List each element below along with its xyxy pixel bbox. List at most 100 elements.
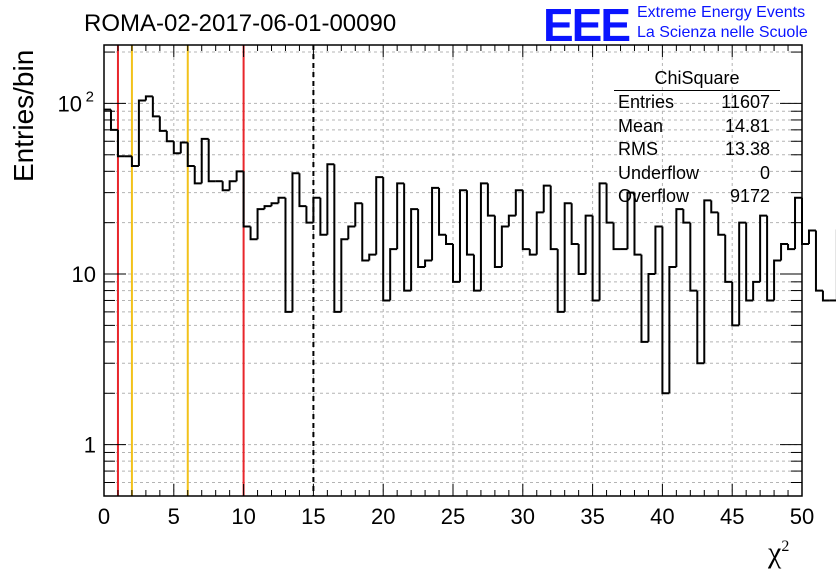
histogram-bin bbox=[207, 138, 216, 183]
stats-value: 14.81 bbox=[724, 115, 770, 136]
histogram-bin bbox=[479, 182, 488, 291]
x-tick-label: 50 bbox=[790, 504, 814, 529]
y-tick-label: 10 bbox=[58, 91, 82, 116]
x-tick-label: 40 bbox=[650, 504, 674, 529]
histogram-bin bbox=[465, 190, 474, 256]
histogram-bin bbox=[787, 243, 796, 251]
eee-logo: EEE bbox=[543, 0, 631, 51]
y-axis-label: Entries/bin bbox=[8, 49, 39, 182]
histogram-bin bbox=[193, 165, 202, 185]
histogram-bin bbox=[724, 234, 733, 283]
histogram-bin bbox=[780, 242, 789, 261]
histogram-bin bbox=[507, 214, 516, 227]
histogram-bin bbox=[633, 192, 642, 256]
logo-line-2: La Scienza nelle Scuole bbox=[637, 24, 808, 41]
stats-row-rms: RMS 13.38 bbox=[610, 138, 780, 162]
histogram-bin bbox=[647, 273, 656, 342]
histogram-bin bbox=[137, 99, 146, 166]
histogram-bin bbox=[200, 137, 209, 184]
stats-value: 11607 bbox=[721, 92, 770, 112]
stats-label: Mean bbox=[618, 115, 664, 136]
histogram-bin bbox=[752, 280, 761, 301]
histogram-bin bbox=[605, 183, 614, 224]
x-tick-label: 10 bbox=[231, 504, 255, 529]
histogram-bin bbox=[472, 254, 481, 292]
histogram-bin bbox=[277, 196, 286, 204]
x-tick-label: 25 bbox=[441, 504, 465, 529]
histogram-bin bbox=[556, 249, 565, 313]
histogram-bin bbox=[305, 206, 314, 224]
stats-value: 9172 bbox=[729, 186, 770, 206]
stats-row-overflow: Overflow 9172 bbox=[610, 185, 780, 209]
histogram-bin bbox=[186, 142, 195, 167]
x-tick-label: 30 bbox=[511, 504, 535, 529]
histogram-bin bbox=[130, 156, 139, 167]
histogram-bin bbox=[570, 203, 579, 245]
histogram-bin bbox=[361, 203, 370, 262]
histogram-bin bbox=[759, 214, 768, 282]
histogram-bin bbox=[514, 189, 523, 216]
histogram-bin bbox=[452, 243, 460, 283]
stats-label: Overflow bbox=[618, 186, 690, 206]
x-axis-label: χ2 bbox=[768, 536, 790, 569]
histogram-bin bbox=[794, 196, 802, 250]
histogram-bin bbox=[675, 208, 684, 267]
histogram-bin bbox=[445, 234, 453, 245]
histogram-bin bbox=[424, 259, 433, 267]
histogram-bin bbox=[549, 185, 558, 251]
x-tick-label: 45 bbox=[720, 504, 744, 529]
stats-row-entries: Entries 11607 bbox=[610, 91, 780, 115]
histogram-bin bbox=[542, 184, 551, 213]
histogram-bin bbox=[291, 172, 300, 312]
histogram-bin bbox=[731, 281, 740, 327]
histogram-bin bbox=[528, 249, 537, 256]
histogram-bin bbox=[158, 116, 167, 132]
histogram-bin bbox=[814, 230, 823, 292]
histogram-bin bbox=[682, 209, 691, 224]
x-tick-label: 5 bbox=[168, 504, 180, 529]
histogram-bin bbox=[500, 225, 509, 267]
logo-line-1: Extreme Energy Events bbox=[637, 4, 806, 21]
histogram-bin bbox=[458, 189, 467, 282]
histogram-bin bbox=[654, 225, 663, 275]
histogram-bin bbox=[151, 96, 160, 118]
histogram-bin bbox=[668, 265, 677, 394]
histogram-bin bbox=[354, 202, 363, 227]
histogram-bin bbox=[626, 191, 635, 250]
histogram-bin bbox=[298, 173, 307, 208]
histogram-bin bbox=[801, 197, 809, 245]
histogram-bin bbox=[270, 202, 279, 207]
histogram-bin bbox=[493, 215, 502, 268]
histogram-bin bbox=[535, 211, 544, 255]
histogram-bin bbox=[703, 199, 712, 364]
histogram-bin bbox=[438, 187, 447, 236]
histogram-bin bbox=[116, 129, 125, 158]
histogram-bin bbox=[389, 248, 398, 301]
histogram-bin bbox=[172, 141, 181, 155]
y-tick-exponent: 2 bbox=[86, 88, 94, 105]
histogram-bin bbox=[319, 197, 328, 236]
histogram-bin bbox=[710, 200, 719, 214]
plot-title: ROMA-02-2017-06-01-00090 bbox=[84, 10, 397, 37]
histogram-bin bbox=[431, 186, 440, 261]
histogram-bin bbox=[375, 176, 384, 255]
histogram-bin bbox=[242, 171, 251, 228]
histogram-bin bbox=[256, 208, 265, 240]
stats-title: ChiSquare bbox=[614, 66, 780, 91]
histogram-bin bbox=[368, 253, 377, 261]
stats-box: ChiSquare Entries 11607 Mean 14.81 RMS 1… bbox=[610, 66, 780, 209]
histogram-bin bbox=[249, 226, 258, 241]
stats-row-underflow: Underflow 0 bbox=[610, 162, 780, 186]
histogram-bin bbox=[144, 95, 153, 101]
y-tick-label: 10 bbox=[72, 262, 96, 287]
histogram-bin bbox=[745, 222, 754, 302]
histogram-bin bbox=[766, 215, 775, 302]
histogram-bin bbox=[738, 221, 747, 326]
histogram-bin bbox=[821, 290, 830, 302]
x-tick-label: 0 bbox=[98, 504, 110, 529]
x-tick-label: 20 bbox=[371, 504, 395, 529]
histogram-bin bbox=[689, 222, 698, 292]
x-tick-label: 35 bbox=[580, 504, 604, 529]
histogram-bin bbox=[179, 141, 188, 154]
